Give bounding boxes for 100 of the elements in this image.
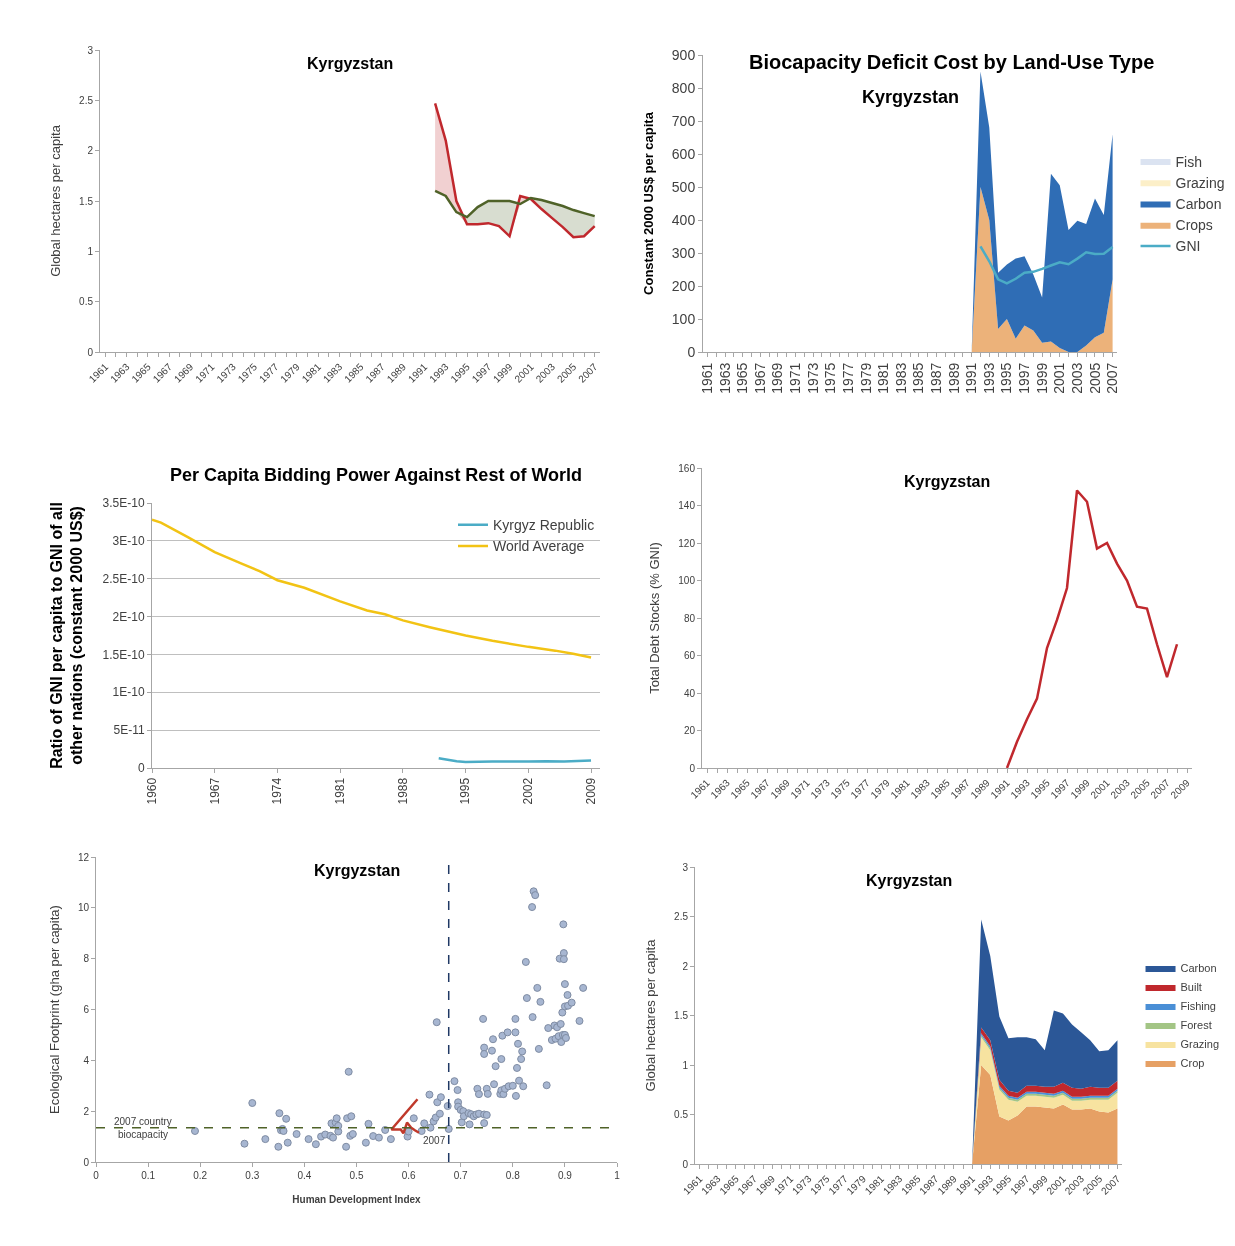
x-tick-label: 1981 <box>875 362 892 394</box>
y-tick-label: 2E-10 <box>112 609 145 624</box>
x-tick-label: 1983 <box>892 362 909 394</box>
x-tick-label: 1973 <box>804 362 821 394</box>
legend-label: Grazing <box>1175 174 1225 191</box>
y-tick-label: 900 <box>671 46 696 63</box>
x-tick-label: 1995 <box>998 362 1015 394</box>
x-tick-label: 1987 <box>927 362 944 394</box>
y-axis-title: Global hectares per capita <box>643 938 659 1092</box>
y-tick-label: 40 <box>683 687 696 699</box>
y-tick-label: 700 <box>671 112 696 129</box>
x-tick-label: 1967 <box>751 362 768 394</box>
legend-label: Fishing <box>1180 1000 1216 1013</box>
y-tick-label: 60 <box>683 650 696 661</box>
x-tick-label: 1997 <box>1016 362 1033 394</box>
y-tick-label: 12 <box>77 851 90 863</box>
y-tick-label: 2 <box>83 1105 90 1117</box>
line-series <box>979 245 1114 285</box>
legend-label: World Average <box>493 538 585 555</box>
y-tick-label: 4 <box>83 1054 90 1066</box>
y-tick-label: 120 <box>678 537 696 549</box>
y-tick-label: 0.5 <box>674 1109 689 1120</box>
line-series <box>152 518 593 659</box>
x-tick-label: 1 <box>614 1170 621 1181</box>
y-tick-label: 500 <box>671 178 696 195</box>
line-series <box>1005 489 1179 768</box>
legend-label: Carbon <box>1180 962 1217 975</box>
x-tick-label: 0.1 <box>141 1170 156 1181</box>
y-tick-label: 2.5E-10 <box>102 571 145 586</box>
y-tick-label: 3 <box>682 861 689 873</box>
y-tick-label: 1 <box>682 1059 689 1071</box>
x-tick-label: 1979 <box>857 362 874 394</box>
y-tick-label: 2.5 <box>79 94 94 106</box>
y-tick-label: 600 <box>671 145 696 162</box>
x-tick-label: 1967 <box>207 777 222 805</box>
y-tick-label: 800 <box>671 79 696 96</box>
y-axis-title: Ecological Footprint (gha per capita) <box>46 905 62 1114</box>
y-tick-label: 80 <box>683 612 696 624</box>
y-tick-label: 5E-11 <box>113 723 145 738</box>
legend-label: Crop <box>1180 1057 1205 1070</box>
x-tick-label: 0.8 <box>505 1170 521 1181</box>
x-tick-label: 1999 <box>1033 362 1050 394</box>
y-axis-title: Global hectares per capita <box>48 124 64 277</box>
x-tick-label: 1991 <box>963 362 980 394</box>
x-tick-label: 1993 <box>980 362 997 394</box>
x-tick-label: 0.7 <box>453 1170 469 1181</box>
legend-label: Fish <box>1175 153 1202 170</box>
y-tick-label: 1E-10 <box>112 685 145 700</box>
y-tick-label: 300 <box>671 244 696 261</box>
x-tick-label: 0.2 <box>193 1170 208 1181</box>
x-tick-label: 2001 <box>1051 362 1068 394</box>
x-tick-label: 1961 <box>698 362 715 394</box>
y-tick-label: 20 <box>683 725 696 736</box>
y-tick-label: 2 <box>682 960 689 972</box>
y-tick-label: 3 <box>87 44 94 56</box>
x-tick-label: 0.6 <box>401 1170 416 1181</box>
y-tick-label: 2 <box>87 145 94 157</box>
chart-title: Kyrgyzstan <box>866 872 953 889</box>
line-series <box>433 189 596 219</box>
legend-label: Built <box>1180 981 1202 994</box>
x-tick-label: 0.5 <box>349 1170 364 1181</box>
y-tick-label: 3.5E-10 <box>102 496 145 511</box>
x-tick-label: 1995 <box>458 777 473 805</box>
y-tick-label: 400 <box>671 211 696 228</box>
chart-title: Kyrgyzstan <box>307 55 394 72</box>
chart-title: Kyrgyzstan <box>904 473 991 490</box>
x-tick-label: 1963 <box>716 362 733 394</box>
legend-label: Forest <box>1180 1019 1212 1032</box>
y-tick-label: 6 <box>83 1004 90 1015</box>
x-tick-label: 1988 <box>395 777 410 805</box>
legend-label: Crops <box>1175 217 1213 234</box>
x-tick-label: 1971 <box>787 362 804 394</box>
x-tick-label: 1977 <box>839 362 856 394</box>
y-tick-label: 0 <box>689 762 696 774</box>
y-axis-title: Ratio of GNI per capita to GNI of all other nations (constant 2000 US$) <box>47 502 86 769</box>
chart-title: Biocapacity Deficit Cost by Land-Use Type <box>749 51 1155 73</box>
ref-line-label: 2007 country biocapacity <box>114 1116 172 1140</box>
x-tick-label: 2005 <box>1086 362 1103 394</box>
y-axis-title: Constant 2000 US$ per capita <box>640 111 656 295</box>
y-tick-label: 100 <box>671 310 696 327</box>
y-tick-label: 0 <box>682 1158 689 1170</box>
x-tick-label: 2009 <box>583 777 598 805</box>
chart-title: Per Capita Bidding Power Against Rest of World <box>170 465 583 485</box>
text: Kyrgyzstan <box>862 87 960 107</box>
x-tick-label: 1969 <box>769 362 786 394</box>
chart-title: Kyrgyzstan <box>314 862 401 879</box>
y-tick-label: 1.5 <box>79 195 94 207</box>
y-tick-label: 200 <box>671 277 696 294</box>
y-tick-label: 0 <box>87 346 94 358</box>
y-tick-label: 2.5 <box>674 911 689 922</box>
legend-label: Carbon <box>1175 195 1222 212</box>
y-tick-label: 0 <box>137 761 145 776</box>
y-tick-label: 160 <box>678 462 696 474</box>
x-axis-title: Human Development Index <box>292 1193 422 1205</box>
annotation: 2007 <box>423 1135 446 1146</box>
y-tick-label: 0 <box>687 343 696 360</box>
x-tick-label: 1985 <box>910 362 927 394</box>
y-tick-label: 0.5 <box>79 296 94 308</box>
y-tick-label: 1.5E-10 <box>102 647 145 662</box>
x-tick-label: 0.3 <box>245 1170 260 1181</box>
